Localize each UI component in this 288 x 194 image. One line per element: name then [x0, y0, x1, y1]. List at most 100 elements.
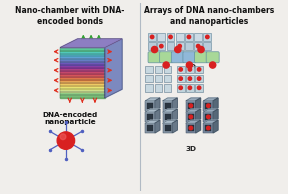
Polygon shape: [213, 120, 218, 133]
Circle shape: [206, 126, 210, 130]
Bar: [186, 123, 196, 133]
Polygon shape: [60, 68, 105, 71]
Polygon shape: [145, 109, 160, 112]
Bar: [164, 103, 171, 109]
Bar: [176, 33, 184, 41]
Bar: [194, 42, 202, 50]
Circle shape: [175, 46, 181, 53]
Circle shape: [186, 62, 192, 68]
Bar: [147, 114, 153, 120]
Polygon shape: [173, 109, 177, 122]
Bar: [164, 125, 171, 131]
Text: 1D: 1D: [185, 64, 196, 70]
FancyBboxPatch shape: [148, 52, 161, 63]
Polygon shape: [186, 98, 200, 101]
Polygon shape: [60, 86, 105, 89]
Bar: [164, 66, 171, 73]
Circle shape: [188, 68, 192, 71]
Bar: [147, 103, 153, 109]
Text: 2D: 2D: [185, 103, 196, 109]
Polygon shape: [105, 39, 122, 98]
Polygon shape: [163, 120, 177, 123]
Bar: [205, 103, 211, 109]
FancyBboxPatch shape: [171, 52, 184, 63]
Bar: [176, 42, 184, 50]
FancyBboxPatch shape: [206, 52, 219, 63]
FancyBboxPatch shape: [195, 52, 208, 63]
Bar: [205, 114, 211, 120]
Circle shape: [206, 115, 210, 119]
Polygon shape: [60, 39, 122, 48]
Polygon shape: [60, 71, 105, 74]
Circle shape: [179, 77, 182, 80]
Polygon shape: [213, 98, 218, 111]
Bar: [148, 42, 156, 50]
Circle shape: [150, 35, 154, 39]
Bar: [163, 123, 173, 133]
Bar: [186, 84, 194, 92]
Polygon shape: [60, 77, 105, 80]
Text: Nano-chamber with DNA-
encoded bonds: Nano-chamber with DNA- encoded bonds: [15, 6, 124, 26]
Bar: [177, 66, 185, 73]
Circle shape: [169, 35, 172, 39]
Polygon shape: [60, 80, 105, 83]
Bar: [155, 75, 162, 82]
Polygon shape: [145, 120, 160, 123]
Polygon shape: [203, 98, 218, 101]
Circle shape: [187, 35, 191, 39]
Bar: [185, 42, 193, 50]
Bar: [177, 84, 185, 92]
Bar: [163, 101, 173, 111]
Circle shape: [198, 46, 204, 53]
FancyBboxPatch shape: [160, 52, 173, 63]
Polygon shape: [196, 109, 200, 122]
Polygon shape: [173, 120, 177, 133]
Bar: [167, 33, 175, 41]
Bar: [145, 101, 155, 111]
Circle shape: [179, 86, 182, 89]
Polygon shape: [60, 48, 105, 51]
Bar: [203, 112, 213, 122]
Circle shape: [197, 68, 201, 71]
Circle shape: [206, 35, 209, 39]
Polygon shape: [203, 120, 218, 123]
Bar: [164, 114, 171, 120]
Polygon shape: [196, 120, 200, 133]
Bar: [185, 33, 193, 41]
Bar: [147, 125, 153, 131]
Circle shape: [196, 44, 200, 48]
Bar: [155, 84, 162, 92]
Bar: [145, 84, 153, 92]
Polygon shape: [60, 65, 105, 68]
Polygon shape: [213, 109, 218, 122]
Polygon shape: [155, 98, 160, 111]
Bar: [186, 101, 196, 111]
Circle shape: [189, 126, 193, 130]
Bar: [203, 33, 211, 41]
Bar: [186, 112, 196, 122]
Bar: [205, 125, 211, 131]
Polygon shape: [60, 74, 105, 77]
Polygon shape: [60, 51, 105, 54]
Polygon shape: [173, 98, 177, 111]
Bar: [158, 33, 165, 41]
Polygon shape: [155, 120, 160, 133]
Bar: [145, 112, 155, 122]
Circle shape: [163, 62, 169, 68]
Bar: [148, 33, 156, 41]
Polygon shape: [196, 98, 200, 111]
Bar: [195, 66, 203, 73]
Circle shape: [60, 134, 66, 140]
Circle shape: [189, 115, 193, 119]
Bar: [155, 66, 162, 73]
Circle shape: [210, 62, 216, 68]
Circle shape: [179, 68, 182, 71]
Polygon shape: [60, 83, 105, 86]
FancyBboxPatch shape: [183, 52, 196, 63]
Bar: [188, 114, 194, 120]
Bar: [195, 84, 203, 92]
Polygon shape: [60, 62, 105, 65]
Bar: [195, 75, 203, 82]
Bar: [177, 75, 185, 82]
Polygon shape: [186, 120, 200, 123]
